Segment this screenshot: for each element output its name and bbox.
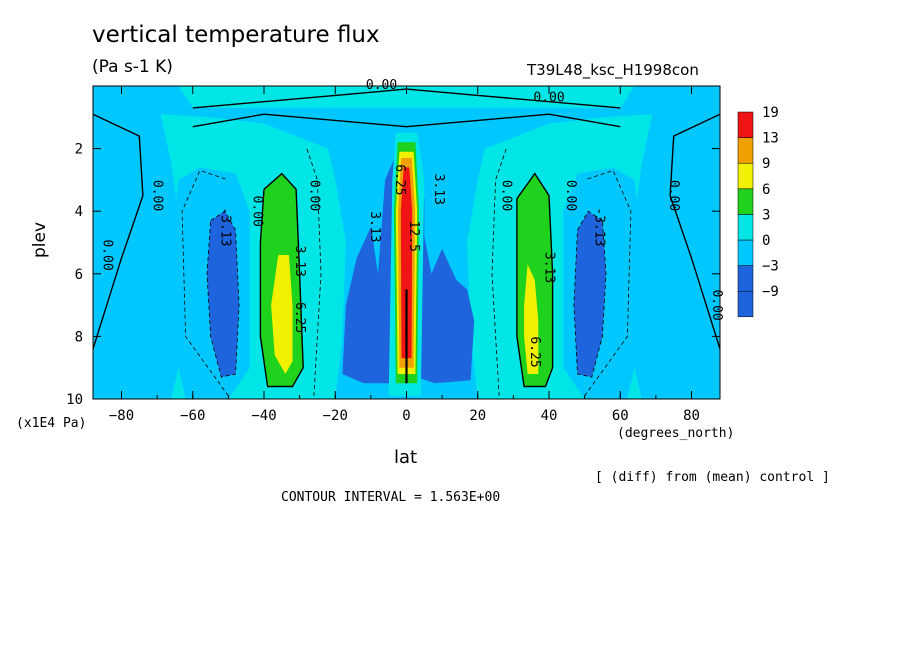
contour-label: 0.00	[150, 180, 165, 211]
fill-equatorial-red	[400, 167, 413, 359]
x-tick-label: −60	[180, 408, 205, 424]
contour-line	[584, 170, 632, 397]
contour-label: 0.00	[249, 196, 264, 227]
fill-sh-yellow-cell	[271, 255, 293, 374]
contour-label: 6.25	[392, 164, 407, 195]
y-tick-label: 4	[75, 204, 83, 220]
fill-top-positive	[178, 86, 635, 108]
comparison-note: [ (diff) from (mean) control ]	[595, 470, 830, 485]
colorbar-swatch	[737, 214, 754, 241]
x-tick-label: 0	[402, 408, 410, 424]
colorbar: −9 −3 0 3 6 9 13 19	[737, 105, 779, 318]
contour-label: 0.00	[709, 289, 724, 320]
colorbar-label: 9	[762, 156, 770, 172]
colorbar-swatch	[737, 239, 754, 266]
x-tick-label: 20	[469, 408, 486, 424]
colorbar-label: 6	[762, 182, 770, 198]
fill-sh-negative-cell	[207, 211, 240, 378]
colorbar-swatch	[737, 162, 754, 190]
contour-interval: CONTOUR INTERVAL = 1.563E+00	[281, 490, 501, 505]
colorbar-label: −3	[762, 259, 779, 275]
contour-label: 0.00	[533, 91, 564, 106]
contour-label: 3.13	[541, 252, 556, 283]
colorbar-label: −9	[762, 284, 779, 300]
contour-labels: 0.000.000.000.00 0.00 0.00 0.00 0.00 0.000.00…	[100, 78, 724, 368]
y-tick-label: 2	[75, 142, 83, 158]
chart-title: vertical temperature flux	[92, 22, 380, 48]
contour-label: 6.25	[292, 302, 307, 333]
fill-nh-high-band	[670, 114, 720, 349]
colorbar-label: 19	[762, 105, 779, 121]
contour-label: 3.13	[367, 211, 382, 242]
x-tick-label: 60	[612, 408, 629, 424]
chart-units: (Pa s-1 K)	[92, 57, 173, 77]
colorbar-label: 13	[762, 131, 779, 147]
x-tick-label: −40	[251, 408, 276, 424]
fill-nh-yellow-cell	[524, 264, 539, 374]
contour-fills	[93, 86, 720, 399]
contour-line	[93, 113, 144, 350]
colorbar-swatch	[737, 265, 754, 292]
run-name: T39L48_ksc_H1998con	[527, 61, 699, 79]
contour-label: 0.00	[306, 180, 321, 211]
contour-line	[669, 113, 720, 350]
x-tick-label: −20	[323, 408, 348, 424]
y-axis-label: plev	[30, 221, 50, 258]
y-axis-unit: (x1E4 Pa)	[16, 416, 87, 431]
contour-line	[306, 148, 322, 396]
axes: −80 −60 −40 −20 0 20 40 60 80 2 4 6 8 10	[66, 86, 720, 424]
colorbar-swatch	[737, 188, 754, 215]
x-tick-label: 80	[683, 408, 700, 424]
x-tick-label: 40	[541, 408, 558, 424]
colorbar-swatch	[737, 290, 754, 318]
fill-sh-high-band	[93, 114, 143, 349]
contour-label: 0.00	[563, 180, 578, 211]
contour-label: -3.13	[217, 207, 232, 246]
colorbar-label: 3	[762, 207, 770, 223]
contour-line	[491, 148, 507, 396]
y-tick-label: 8	[75, 329, 83, 345]
fill-nh-negative-cell	[573, 211, 606, 378]
contour-label: 0.00	[100, 239, 115, 270]
fill-equatorial-neg	[342, 154, 400, 384]
contour-label: 3.13	[292, 246, 307, 277]
colorbar-swatch	[737, 111, 754, 138]
contour-line	[181, 170, 229, 397]
contour-line	[259, 172, 304, 388]
y-tick-label: 6	[75, 267, 83, 283]
x-axis-unit: (degrees_north)	[617, 426, 735, 441]
x-axis-label: lat	[394, 447, 418, 468]
fill-equatorial-core	[405, 289, 408, 384]
contour-line	[192, 113, 621, 128]
contour-label: 3.13	[431, 174, 446, 205]
contour-line	[573, 210, 607, 378]
x-tick-label: −80	[109, 408, 134, 424]
y-tick-label: 10	[66, 392, 83, 408]
fill-equatorial-neg	[417, 164, 475, 384]
colorbar-label: 0	[762, 233, 770, 249]
contour-label: 0.00	[666, 180, 681, 211]
contour-label: 0.00	[499, 180, 514, 211]
contour-line	[206, 210, 240, 378]
colorbar-swatch	[737, 137, 754, 164]
contour-line	[516, 172, 554, 388]
contour-label: 6.25	[527, 336, 542, 367]
contour-label: 12.5	[406, 221, 421, 252]
contour-label: -3.13	[591, 207, 606, 246]
